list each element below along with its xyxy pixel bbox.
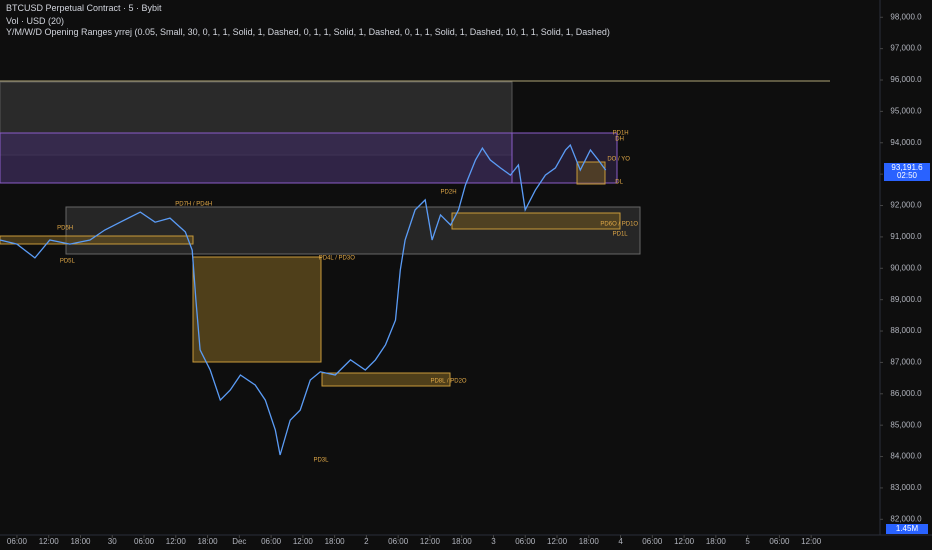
x-tick-label: Dec xyxy=(232,537,246,546)
x-tick-label: 3 xyxy=(491,537,496,546)
x-tick-label: 06:00 xyxy=(261,537,282,546)
y-tick-label: 84,000.0 xyxy=(890,452,922,461)
x-tick-label: 12:00 xyxy=(801,537,822,546)
price-line xyxy=(0,143,607,456)
y-tick-label: 91,000.0 xyxy=(890,232,922,241)
range-label: PD8L / PD2O xyxy=(430,379,466,385)
x-tick-label: 18:00 xyxy=(579,537,600,546)
x-tick-label: 5 xyxy=(745,537,750,546)
x-tick-label: 2 xyxy=(364,537,369,546)
range-label: PD1L xyxy=(613,232,629,238)
y-tick-label: 98,000.0 xyxy=(890,12,922,21)
x-tick-label: 12:00 xyxy=(166,537,187,546)
range-label: PD7H / PD4H xyxy=(175,202,212,208)
countdown: 02:50 xyxy=(897,171,918,180)
x-tick-label: 06:00 xyxy=(7,537,28,546)
last-price: 93,191.6 xyxy=(891,163,923,172)
x-tick-label: 18:00 xyxy=(706,537,727,546)
volume-tag xyxy=(886,524,928,534)
range-zone xyxy=(0,235,194,245)
range-label: PD5L xyxy=(60,259,76,265)
x-tick-label: 18:00 xyxy=(452,537,473,546)
x-tick-label: 12:00 xyxy=(420,537,441,546)
x-tick-label: 06:00 xyxy=(515,537,536,546)
x-tick-label: 18:00 xyxy=(325,537,346,546)
x-tick-label: 12:00 xyxy=(547,537,568,546)
price-tag xyxy=(884,163,930,181)
y-tick-label: 82,000.0 xyxy=(890,514,922,523)
indicator-label: Y/M/W/D Opening Ranges yrrej (0.05, Smal… xyxy=(6,27,610,37)
range-zone xyxy=(192,256,322,363)
x-tick-label: 30 xyxy=(108,537,117,546)
x-tick-label: 12:00 xyxy=(39,537,60,546)
range-label: DL xyxy=(615,180,623,186)
range-zone xyxy=(321,372,451,387)
y-tick-label: 83,000.0 xyxy=(890,483,922,492)
x-tick-label: 18:00 xyxy=(70,537,91,546)
x-tick-label: 12:00 xyxy=(674,537,695,546)
y-tick-label: 92,000.0 xyxy=(890,201,922,210)
y-tick-label: 89,000.0 xyxy=(890,295,922,304)
x-tick-label: 06:00 xyxy=(769,537,790,546)
y-tick-label: 94,000.0 xyxy=(890,138,922,147)
x-tick-label: 4 xyxy=(618,537,623,546)
y-tick-label: 86,000.0 xyxy=(890,389,922,398)
range-label: DH xyxy=(615,137,624,143)
range-label: PD5H xyxy=(57,226,73,232)
x-tick-label: 06:00 xyxy=(388,537,409,546)
range-label: PD4L / PD3O xyxy=(319,256,355,262)
x-tick-label: 06:00 xyxy=(642,537,663,546)
range-label: PD3L xyxy=(313,458,329,464)
x-tick-label: 06:00 xyxy=(134,537,155,546)
range-label: PD2H xyxy=(441,190,457,196)
y-tick-label: 88,000.0 xyxy=(890,326,922,335)
range-label: PD6O / PD1O xyxy=(600,222,638,228)
x-tick-label: 12:00 xyxy=(293,537,314,546)
volume-label: 1.45M xyxy=(896,524,919,533)
subtitle: Vol · USD (20) xyxy=(6,16,65,26)
plot: 82,000.0 83,000.0 84,000.0 85,000.0 86,000.0… xyxy=(0,12,922,546)
y-tick-label: 97,000.0 xyxy=(890,44,922,53)
y-tick-label: 90,000.0 xyxy=(890,263,922,272)
range-label: DO / YO xyxy=(607,157,630,163)
range-zone xyxy=(451,212,621,230)
range-zone xyxy=(576,161,606,185)
range-zone xyxy=(0,132,513,184)
y-tick-label: 85,000.0 xyxy=(890,420,922,429)
chart-title: BTCUSD Perpetual Contract · 5 · Bybit xyxy=(6,3,162,13)
y-tick-label: 95,000.0 xyxy=(890,107,922,116)
x-tick-label: 18:00 xyxy=(198,537,219,546)
y-tick-label: 87,000.0 xyxy=(890,358,922,367)
range-label: PD1H xyxy=(613,131,629,137)
y-tick-label: 96,000.0 xyxy=(890,75,922,84)
